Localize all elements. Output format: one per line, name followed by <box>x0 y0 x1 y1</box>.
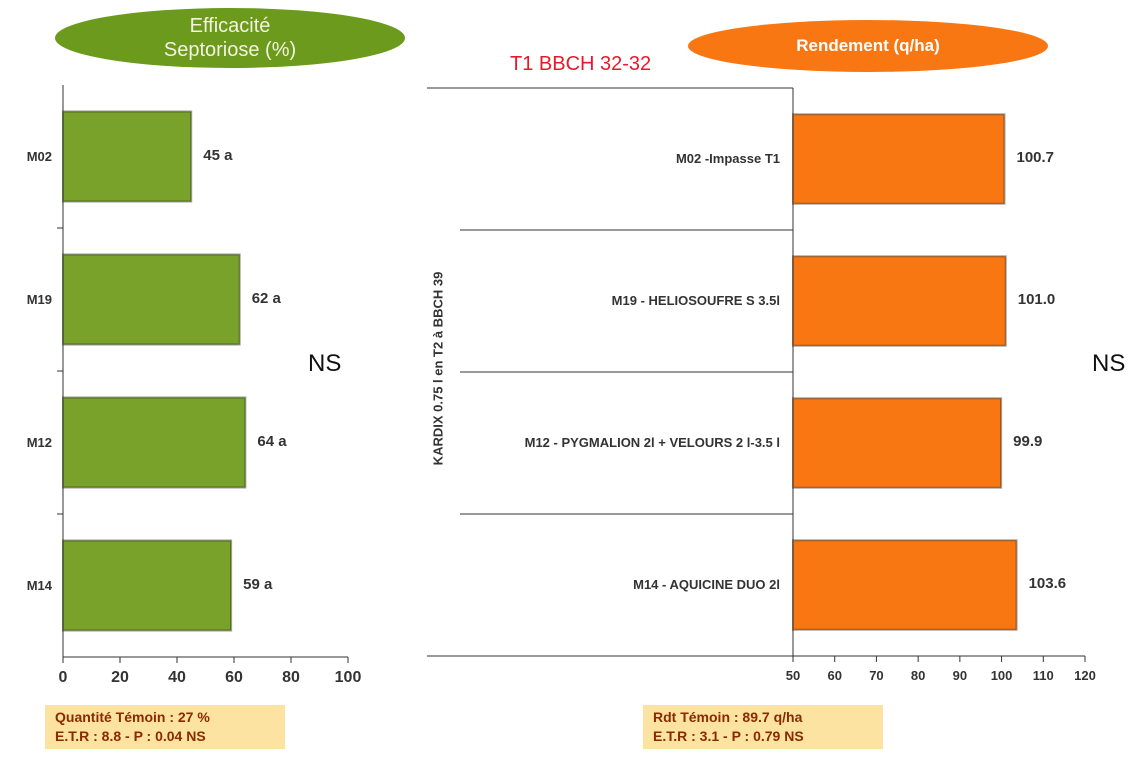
bar <box>792 397 1003 489</box>
annotation: NS <box>308 350 342 377</box>
bar <box>792 113 1006 205</box>
category-label: M14 <box>26 577 52 593</box>
note-text: Quantité Témoin : 27 % <box>55 709 210 725</box>
value-label: 45 a <box>203 146 233 164</box>
x-tick-label: 0 <box>58 669 68 686</box>
chart-title: Rendement (q/ha) <box>796 36 940 55</box>
category-label: M12 <box>26 434 52 450</box>
note-text: Rdt Témoin : 89.7 q/ha <box>653 709 803 725</box>
x-tick-label: 90 <box>952 668 968 683</box>
value-label: 99.9 <box>1013 433 1043 450</box>
bar <box>62 253 241 346</box>
value-label: 62 a <box>251 289 281 307</box>
x-tick-label: 80 <box>910 668 926 683</box>
x-tick-label: 100 <box>990 668 1013 683</box>
x-tick-label: 40 <box>168 669 186 686</box>
title-ellipse: Efficacité Septoriose (%) <box>55 8 405 68</box>
bar <box>792 539 1018 631</box>
x-tick-label: 60 <box>827 668 842 683</box>
x-tick-label: 80 <box>282 669 300 686</box>
x-tick-label: 60 <box>225 669 243 686</box>
x-tick-label: 100 <box>334 669 362 686</box>
bar <box>62 110 193 203</box>
value-label: 101.0 <box>1017 291 1056 308</box>
note-text: E.T.R : 8.8 - P : 0.04 NS <box>55 728 206 744</box>
note-text: E.T.R : 3.1 - P : 0.79 NS <box>653 728 804 744</box>
value-label: 103.6 <box>1028 575 1067 592</box>
category-label: M12 - PYGMALION 2l + VELOURS 2 l-3.5 l <box>524 435 780 450</box>
title-ellipse: Rendement (q/ha) <box>688 20 1048 72</box>
x-tick-label: 20 <box>111 669 129 686</box>
value-label: 100.7 <box>1016 149 1055 166</box>
x-tick-label: 70 <box>869 668 884 683</box>
value-label: 59 a <box>243 575 273 593</box>
chart-title: Efficacité Septoriose (%) <box>163 15 297 61</box>
bar <box>62 539 233 632</box>
y-axis-label: KARDIX 0.75 l en T2 à BBCH 39 <box>430 271 446 466</box>
value-label: 64 a <box>257 432 287 450</box>
category-label: M14 - AQUICINE DUO 2l <box>633 577 780 592</box>
x-tick-label: 50 <box>785 668 801 683</box>
note-box: Quantité Témoin : 27 % E.T.R : 8.8 - P : … <box>45 705 285 749</box>
x-tick-label: 120 <box>1074 668 1096 683</box>
annotation: NS <box>1092 350 1126 377</box>
category-label: M19 <box>26 291 52 307</box>
category-label: M02 -Impasse T1 <box>675 151 780 166</box>
bar <box>792 255 1007 347</box>
subtitle: T1 BBCH 32-32 <box>510 53 652 75</box>
bar <box>62 396 247 489</box>
category-label: M19 - HELIOSOUFRE S 3.5l <box>611 293 780 308</box>
category-label: M02 <box>26 148 52 164</box>
note-box: Rdt Témoin : 89.7 q/ha E.T.R : 3.1 - P : … <box>643 705 883 749</box>
x-tick-label: 110 <box>1032 668 1054 683</box>
